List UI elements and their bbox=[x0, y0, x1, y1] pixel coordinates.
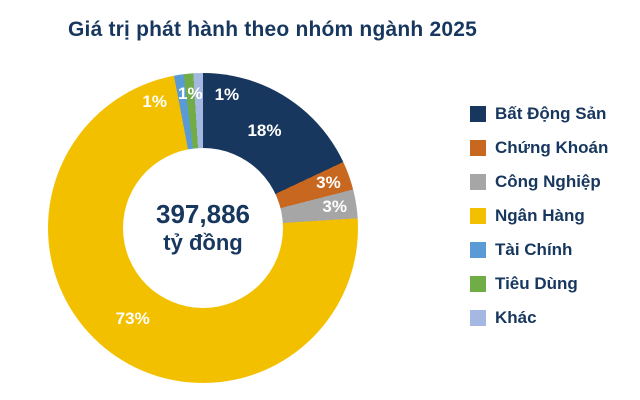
legend-label: Khác bbox=[495, 308, 537, 327]
legend-swatch bbox=[470, 106, 486, 122]
legend-item-4: Tài Chính bbox=[470, 240, 608, 260]
legend-label: Tiêu Dùng bbox=[495, 274, 578, 293]
legend-swatch bbox=[470, 140, 486, 156]
legend-label: Tài Chính bbox=[495, 240, 573, 259]
chart-title: Giá trị phát hành theo nhóm ngành 2025 bbox=[68, 18, 477, 41]
center-unit: tỷ đồng bbox=[163, 230, 243, 256]
legend-swatch bbox=[470, 242, 486, 258]
legend: Bất Động Sản Chứng Khoán Công Nghiệp Ngân H… bbox=[470, 104, 608, 328]
legend-item-3: Ngân Hàng bbox=[470, 206, 608, 226]
legend-item-1: Chứng Khoán bbox=[470, 138, 608, 158]
slice-label-1: 3% bbox=[316, 172, 341, 192]
legend-item-6: Khác bbox=[470, 308, 608, 328]
legend-swatch bbox=[470, 276, 486, 292]
donut-chart: 397,886 tỷ đồng 18% 3% 3% 73% 1% 1% 1% bbox=[48, 73, 358, 383]
center-value: 397,886 bbox=[156, 199, 250, 230]
slice-label-5: 1% bbox=[178, 83, 203, 103]
slice-label-4: 1% bbox=[142, 92, 167, 112]
legend-item-2: Công Nghiệp bbox=[470, 172, 608, 192]
slice-label-6: 1% bbox=[214, 85, 240, 105]
slice-label-3: 73% bbox=[115, 308, 150, 328]
legend-label: Ngân Hàng bbox=[495, 206, 585, 225]
legend-swatch bbox=[470, 310, 486, 326]
legend-label: Công Nghiệp bbox=[495, 172, 601, 191]
legend-swatch bbox=[470, 208, 486, 224]
legend-label: Bất Động Sản bbox=[495, 104, 607, 123]
legend-swatch bbox=[470, 174, 486, 190]
legend-label: Chứng Khoán bbox=[495, 138, 609, 157]
legend-item-5: Tiêu Dùng bbox=[470, 274, 608, 294]
slice-label-0: 18% bbox=[247, 121, 282, 141]
legend-item-0: Bất Động Sản bbox=[470, 104, 608, 124]
donut-center: 397,886 tỷ đồng bbox=[123, 148, 283, 308]
slice-label-2: 3% bbox=[322, 197, 347, 217]
